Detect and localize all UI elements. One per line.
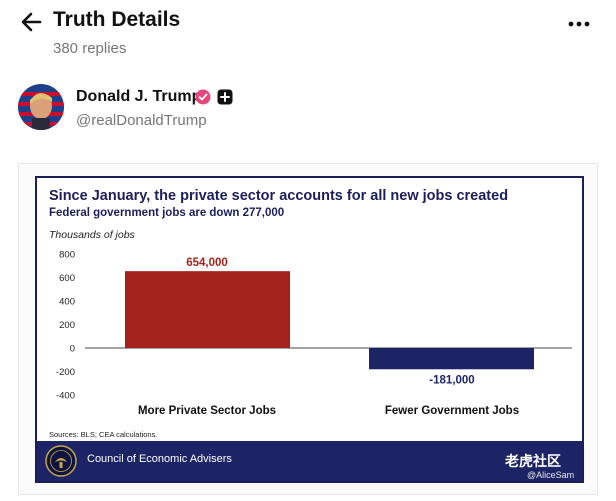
- bar-2: [369, 348, 534, 370]
- author-handle: @realDonaldTrump: [76, 112, 207, 129]
- verified-badge-icon: [195, 89, 211, 105]
- avatar[interactable]: [18, 84, 64, 130]
- bar-1: [125, 271, 290, 348]
- page-title: Truth Details: [53, 8, 181, 31]
- plus-badge-icon[interactable]: [217, 89, 233, 105]
- cea-seal-icon: [45, 445, 77, 477]
- back-arrow-icon[interactable]: [18, 8, 46, 36]
- more-options-icon[interactable]: [566, 14, 592, 34]
- chart-footer: Council of Economic Advisers 老虎社区: [37, 441, 582, 481]
- chart-card: Since January, the private sector accoun…: [35, 176, 584, 483]
- x-tick-label: More Private Sector Jobs: [138, 405, 276, 417]
- y-tick-label: 200: [59, 320, 75, 331]
- chart-subtitle: Federal government jobs are down 277,000: [49, 207, 285, 219]
- y-tick-label: 600: [59, 273, 75, 284]
- chart-title: Since January, the private sector accoun…: [49, 188, 509, 204]
- data-label: -181,000: [429, 374, 474, 386]
- y-tick-label: 0: [70, 344, 75, 355]
- y-tick-label: 800: [59, 250, 75, 261]
- page-header: Truth Details 380 replies: [0, 0, 616, 70]
- post-image[interactable]: Since January, the private sector accoun…: [18, 163, 598, 495]
- y-tick-label: 400: [59, 297, 75, 308]
- data-label: 654,000: [186, 257, 228, 269]
- x-tick-label: Fewer Government Jobs: [385, 405, 519, 417]
- chart-source: Sources: BLS; CEA calculations.: [49, 430, 157, 439]
- y-axis-label: Thousands of jobs: [49, 229, 136, 241]
- author-name[interactable]: Donald J. Trump: [76, 88, 202, 105]
- watermark-text: 老虎社区: [505, 453, 561, 469]
- reply-count: 380 replies: [53, 40, 127, 57]
- bar-chart: Thousands of jobs 800 600 400 200 0 -200 -400 65…: [49, 229, 572, 439]
- author-row: Donald J. Trump @realDonaldTrump: [18, 84, 598, 134]
- y-tick-label: -400: [56, 391, 75, 402]
- chart-footer-label: Council of Economic Advisers: [87, 453, 232, 465]
- y-tick-label: -200: [56, 367, 75, 378]
- watermark-user: @AliceSam: [527, 470, 575, 480]
